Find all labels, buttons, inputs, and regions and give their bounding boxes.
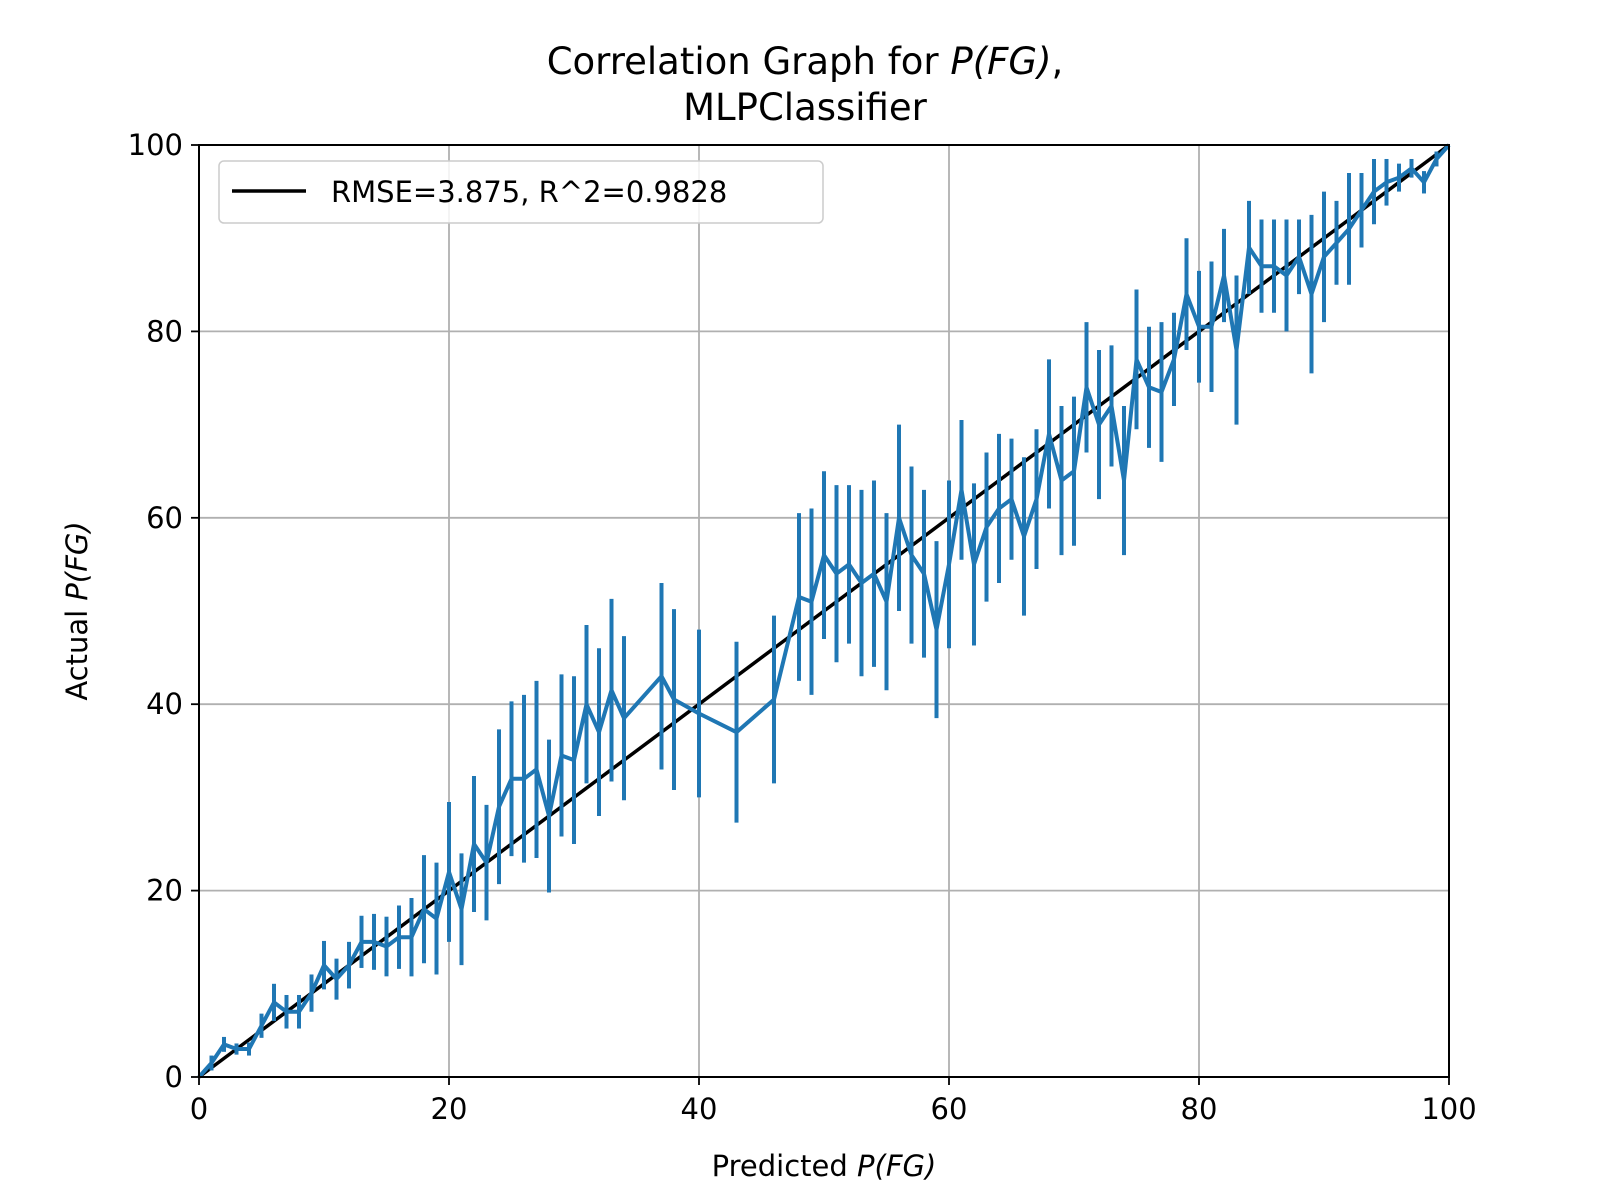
- y-tick-label: 40: [146, 687, 183, 721]
- chart-title-line-2: MLPClassifier: [683, 86, 928, 129]
- x-tick-label: 100: [1421, 1092, 1476, 1126]
- y-tick-label: 100: [128, 128, 183, 162]
- data-series-layer: [197, 143, 1451, 1079]
- series-line: [197, 143, 1451, 1079]
- y-tick-label: 0: [165, 1060, 183, 1094]
- y-tick-label: 60: [146, 501, 183, 535]
- x-tick-label: 40: [681, 1092, 718, 1126]
- legend-box: [218, 160, 824, 224]
- x-axis-label: Predicted P(FG): [712, 1149, 937, 1183]
- plot-frame: [198, 144, 1450, 1078]
- axis-ticks: 0 20 40 60 80 100 0 20 40 60 80 100: [128, 128, 1477, 1126]
- y-tick-label: 20: [146, 874, 183, 908]
- legend-reference-label: RMSE=3.875, R^2=0.9828: [331, 175, 727, 209]
- x-tick-label: 20: [431, 1092, 468, 1126]
- chart-title-line-1: Correlation Graph for P(FG),: [547, 40, 1064, 83]
- y-tick-label: 80: [146, 314, 183, 348]
- x-tick-label: 0: [190, 1092, 208, 1126]
- legend: RMSE=3.875, R^2=0.9828: [218, 160, 824, 224]
- y-axis-label: Actual P(FG): [60, 521, 94, 700]
- x-tick-label: 80: [1181, 1092, 1218, 1126]
- x-tick-label: 60: [931, 1092, 968, 1126]
